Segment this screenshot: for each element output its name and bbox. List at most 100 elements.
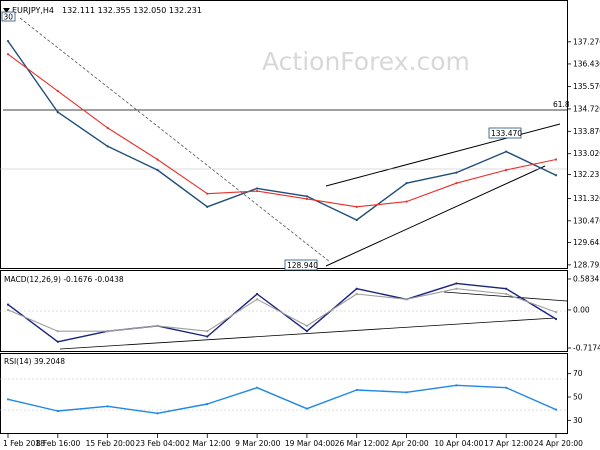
time-tick-label: 26 Mar 12:00 xyxy=(335,439,385,448)
price-point xyxy=(455,171,458,174)
price-tick-label: 135.570 xyxy=(573,82,600,91)
macd-point xyxy=(56,340,59,343)
macd-point xyxy=(355,292,358,296)
price-point xyxy=(255,189,259,193)
rsi-point xyxy=(255,386,259,389)
rsi-point xyxy=(554,408,558,411)
ohlc-readout: 132.111 132.355 132.050 132.231 xyxy=(62,6,202,15)
low-annotation-box xyxy=(284,259,318,271)
rsi-point xyxy=(505,386,508,389)
rsi-point xyxy=(455,384,458,387)
start-marker-label: 30 xyxy=(4,13,14,22)
macd-axis: 0.5834 0.00 -0.7174 xyxy=(567,275,600,353)
price-tick-label: 131.320 xyxy=(573,194,600,203)
macd-point xyxy=(455,282,458,285)
price-point xyxy=(505,150,508,153)
price-tick-label: 132.231 xyxy=(573,170,600,179)
macd-point xyxy=(156,324,159,327)
price-panel xyxy=(0,0,568,269)
price-series-layer xyxy=(6,39,558,222)
time-tick-label: 17 Apr 12:00 xyxy=(484,439,533,448)
rsi-point xyxy=(405,391,408,394)
price-point xyxy=(206,205,209,208)
lower-channel-line xyxy=(325,165,546,267)
macd-point xyxy=(106,330,109,333)
price-point xyxy=(355,218,358,222)
macd-point xyxy=(554,317,558,321)
price-point xyxy=(405,182,408,185)
rsi-axis: 70 50 30 xyxy=(567,369,583,425)
macd-lower-trendline xyxy=(59,317,556,350)
start-marker-box xyxy=(1,11,16,22)
macd-point xyxy=(305,330,309,333)
price-point xyxy=(6,39,10,43)
rsi-panel-frame xyxy=(0,353,568,434)
rsi-tick-label: 50 xyxy=(573,393,583,402)
price-point xyxy=(106,145,109,148)
macd-point xyxy=(206,330,209,333)
macd-tick-label: -0.7174 xyxy=(573,344,600,353)
high-annotation: 133.470 xyxy=(491,129,522,138)
price-point xyxy=(405,200,408,203)
time-tick-label: 10 Apr 04:00 xyxy=(434,439,483,448)
price-point xyxy=(156,168,159,172)
rsi-tick-label: 70 xyxy=(573,369,583,378)
macd-point xyxy=(206,335,209,338)
price-tick-label: 128.795 xyxy=(573,260,600,269)
rsi-point xyxy=(355,388,358,392)
macd-point xyxy=(405,298,408,301)
rsi-title: RSI(14) 39.2048 xyxy=(4,357,65,366)
time-tick-label: 15 Feb 20:00 xyxy=(86,439,135,448)
macd-point xyxy=(56,330,59,333)
price-point xyxy=(305,197,309,201)
macd-tick-label: 0.00 xyxy=(573,305,590,314)
rsi-point xyxy=(156,412,159,415)
macd-point xyxy=(455,287,458,290)
price-point xyxy=(255,187,259,190)
time-tick-label: 8 Feb 16:00 xyxy=(36,439,81,448)
price-point xyxy=(305,195,309,198)
rsi-point xyxy=(106,405,109,408)
rsi-point xyxy=(305,407,309,410)
macd-series-layer xyxy=(6,282,558,343)
price-tick-label: 130.470 xyxy=(573,216,600,225)
macd-point xyxy=(554,310,558,314)
price-point xyxy=(56,89,59,93)
price-point xyxy=(554,158,558,161)
high-annotation-box xyxy=(488,127,522,139)
macd-point xyxy=(505,287,508,290)
price-point xyxy=(56,111,59,114)
price-series-2 xyxy=(7,53,557,208)
time-tick-label: 9 Mar 20:00 xyxy=(235,439,281,448)
fib-level-label: 61.8 xyxy=(553,100,570,109)
price-point xyxy=(455,182,458,185)
macd-title: MACD(12,26,9) -0.1676 -0.0438 xyxy=(4,275,124,284)
chart-header: EURJPY,H4 132.111 132.355 132.050 132.23… xyxy=(3,6,202,15)
macd-point xyxy=(505,292,508,296)
price-panel-frame xyxy=(0,0,568,269)
symbol-label: EURJPY,H4 xyxy=(12,6,54,15)
macd-upper-trendline xyxy=(443,291,568,302)
time-tick-label: 23 Feb 04:00 xyxy=(135,439,184,448)
time-tick-label: 2 Mar 12:00 xyxy=(185,439,231,448)
price-tick-label: 136.430 xyxy=(573,59,600,68)
price-point xyxy=(554,174,558,177)
price-point xyxy=(505,168,508,172)
time-tick-label: 1 Feb 2018 xyxy=(3,439,45,448)
macd-point xyxy=(305,324,309,327)
macd-point xyxy=(355,287,358,290)
price-series-1 xyxy=(7,40,557,221)
price-point xyxy=(355,205,358,208)
rsi-point xyxy=(6,398,10,401)
rsi-series-layer xyxy=(6,384,558,415)
price-tick-label: 137.270 xyxy=(573,37,600,46)
watermark: ActionForex.com xyxy=(262,47,470,76)
time-tick-label: 24 Apr 20:00 xyxy=(534,439,583,448)
macd-point xyxy=(255,298,259,301)
price-tick-label: 129.645 xyxy=(573,238,600,247)
collapse-triangle-icon xyxy=(3,8,10,13)
price-point xyxy=(206,192,209,195)
macd-drawings: MACD(12,26,9) -0.1676 -0.0438 xyxy=(0,275,568,350)
